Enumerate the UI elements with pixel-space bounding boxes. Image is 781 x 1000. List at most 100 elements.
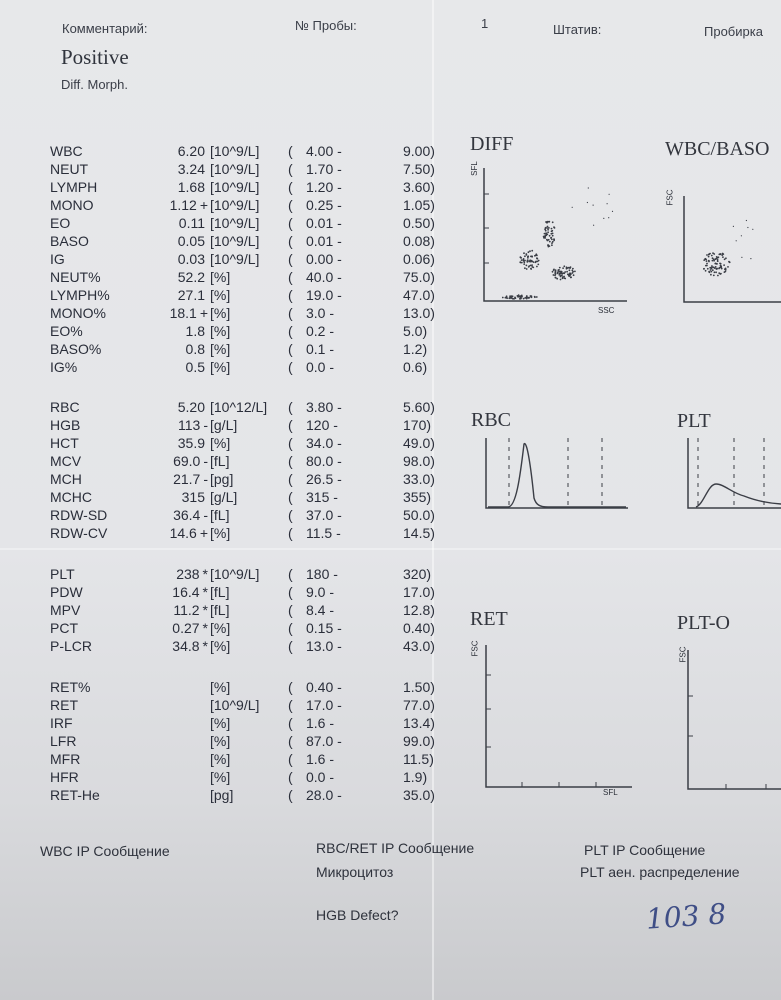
- value-number: 52.2: [177, 269, 205, 285]
- plt-o-scattergram: [687, 650, 781, 790]
- scatter-dot: [530, 267, 532, 270]
- plt-o-chart-title: PLT-O: [677, 612, 730, 634]
- reference-high: 75.0): [403, 269, 435, 285]
- scatter-dot: [569, 267, 571, 269]
- reference-high: 5.60): [403, 399, 435, 415]
- reference-low: 1.70 -: [306, 161, 342, 177]
- analyte-value: 6.20: [146, 142, 208, 160]
- value-number: 238: [176, 566, 200, 582]
- analyte-unit: [10^12/L]: [210, 399, 268, 415]
- scatter-dot: [715, 256, 718, 258]
- reference-low: 1.6 -: [306, 751, 335, 767]
- reference-low: 28.0 -: [306, 787, 342, 803]
- scatter-dot: [713, 253, 716, 255]
- value-flag: *: [202, 638, 208, 654]
- diff-scattergram: [483, 168, 627, 302]
- scatter-dot: [747, 226, 749, 229]
- value-number: 113: [178, 417, 201, 433]
- diff-x-axis-label: SSC: [598, 306, 615, 315]
- rack-label: Штатив:: [553, 22, 602, 37]
- paper-fold-vertical: [432, 0, 434, 1000]
- analyte-value: 0.5: [146, 358, 208, 376]
- analyte-value: 5.20: [146, 398, 208, 416]
- range-bracket: (: [288, 787, 293, 803]
- analyte-value: 27.1: [146, 286, 208, 304]
- scatter-dot: [547, 245, 550, 248]
- value-flag: *: [202, 620, 208, 636]
- reference-high: 12.8): [403, 602, 435, 618]
- scatter-dot: [572, 267, 574, 270]
- sample-number-label: № Пробы:: [295, 18, 357, 33]
- analyte-value: 14.6 +: [146, 524, 208, 542]
- scatter-dot: [525, 254, 528, 256]
- value-flag: *: [202, 566, 208, 582]
- analyte-value: [146, 678, 208, 696]
- analyte-value: [146, 696, 208, 714]
- reference-high: 98.0): [403, 453, 435, 469]
- analyte-value: 11.2 *: [146, 601, 208, 619]
- reference-low: 0.0 -: [306, 359, 335, 375]
- range-bracket: (: [288, 323, 293, 339]
- scatter-dot: [510, 297, 512, 300]
- value-number: 21.7: [173, 471, 201, 487]
- reference-low: 0.01 -: [306, 215, 342, 231]
- scatter-dot: [528, 296, 530, 299]
- analyte-name: NEUT: [50, 161, 89, 177]
- analyte-unit: [10^9/L]: [210, 161, 260, 177]
- value-number: 11.2: [173, 602, 200, 618]
- reference-low: 87.0 -: [306, 733, 342, 749]
- scatter-dot: [722, 253, 725, 255]
- reference-high: 3.60): [403, 179, 435, 195]
- value-number: 27.1: [177, 287, 205, 303]
- analyte-unit: [%]: [210, 359, 231, 375]
- scatter-dot: [574, 270, 576, 273]
- analyte-unit: [10^9/L]: [210, 566, 260, 582]
- scatter-dot: [561, 274, 563, 277]
- analyte-value: [146, 768, 208, 786]
- diff-y-axis-label: SFL: [469, 161, 479, 176]
- range-bracket: (: [288, 566, 293, 582]
- analyte-value: 18.1 +: [146, 304, 208, 322]
- range-bracket: (: [288, 733, 293, 749]
- analyte-unit: [%]: [210, 305, 231, 321]
- range-bracket: (: [288, 507, 293, 523]
- reference-low: 0.00 -: [306, 251, 342, 267]
- scatter-dot: [713, 267, 716, 269]
- analyte-name: IG%: [50, 359, 78, 375]
- scatter-dot: [567, 273, 569, 276]
- reference-high: 99.0): [403, 733, 435, 749]
- scatter-dot: [550, 227, 553, 230]
- reference-low: 13.0 -: [306, 638, 342, 654]
- analyte-unit: [%]: [210, 769, 231, 785]
- scatter-dot: [719, 264, 722, 267]
- reference-low: 17.0 -: [306, 697, 342, 713]
- scatter-dot: [716, 263, 718, 265]
- scatter-dot: [535, 260, 537, 263]
- reference-low: 40.0 -: [306, 269, 342, 285]
- analyte-value: 238 *: [146, 565, 208, 583]
- scatter-dot: [741, 256, 743, 258]
- scatter-dot: [520, 297, 522, 300]
- analyte-value: 69.0-: [146, 452, 208, 470]
- range-bracket: (: [288, 435, 293, 451]
- scatter-dot: [569, 276, 572, 279]
- analyte-name: IG: [50, 251, 65, 267]
- scatter-dot: [710, 270, 713, 273]
- value-number: 34.8: [172, 638, 200, 654]
- scatter-dot: [561, 277, 564, 280]
- scatter-dot: [587, 187, 589, 189]
- analyte-name: BASO: [50, 233, 89, 249]
- reference-high: 355): [403, 489, 432, 505]
- scatter-dot: [524, 267, 526, 270]
- rbc-ret-ip-message-label: RBC/RET IP Сообщение: [316, 840, 475, 856]
- scatter-dot: [706, 267, 709, 270]
- reference-low: 1.20 -: [306, 179, 342, 195]
- wbc-baso-chart-title: WBC/BASO: [665, 138, 770, 160]
- value-flag: -: [203, 471, 208, 487]
- scatter-dot: [559, 272, 562, 274]
- scatter-dot: [519, 256, 522, 259]
- reference-high: 170): [403, 417, 432, 433]
- analyte-name: PCT: [50, 620, 78, 636]
- reference-high: 0.6): [403, 359, 428, 375]
- scatter-dot: [563, 272, 566, 275]
